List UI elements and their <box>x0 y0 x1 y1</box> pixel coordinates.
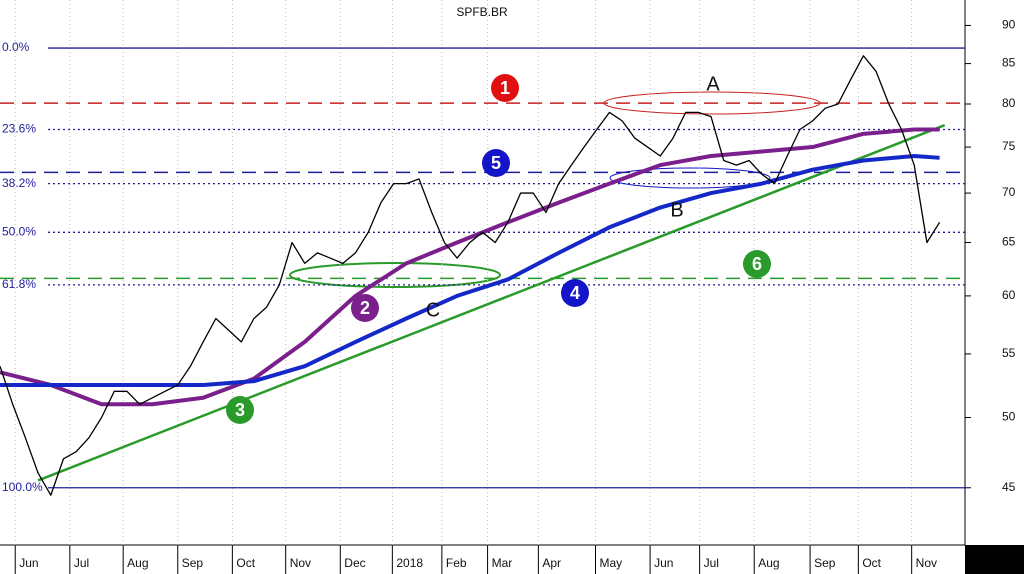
x-tick-label: Sep <box>814 556 836 570</box>
x-tick-label: Aug <box>758 556 779 570</box>
annotation-badge <box>351 294 379 322</box>
trendline <box>37 124 946 482</box>
chart-title: SPFB.BR <box>456 5 508 19</box>
x-tick-label: Jul <box>704 556 719 570</box>
highlight-ellipse <box>609 167 771 189</box>
annotation-text: 4 <box>570 283 580 303</box>
y-tick-label: 70 <box>1002 185 1016 199</box>
x-tick-label: Nov <box>916 556 937 570</box>
annotation-text: 3 <box>235 400 245 420</box>
y-tick-label: 90 <box>1002 18 1016 32</box>
annotation-badge <box>226 396 254 424</box>
x-tick-label: Aug <box>127 556 148 570</box>
annotation-text: 1 <box>500 78 510 98</box>
x-tick-label: Jun <box>19 556 38 570</box>
annotation-text: C <box>426 299 440 321</box>
fib-label: 100.0% <box>2 480 43 494</box>
y-tick-label: 45 <box>1002 480 1016 494</box>
annotation-badge <box>491 74 519 102</box>
x-tick-label: Oct <box>236 556 255 570</box>
y-tick-label: 80 <box>1002 96 1016 110</box>
x-tick-label: Oct <box>862 556 881 570</box>
corner-box <box>965 545 1024 574</box>
x-tick-label: Sep <box>182 556 204 570</box>
fib-label: 23.6% <box>2 122 36 136</box>
x-tick-label: Apr <box>542 556 561 570</box>
y-tick-label: 55 <box>1002 346 1016 360</box>
x-tick-label: 2018 <box>396 556 423 570</box>
fib-label: 0.0% <box>2 40 30 54</box>
moving-average <box>0 154 940 387</box>
y-tick-label: 65 <box>1002 235 1016 249</box>
fib-label: 50.0% <box>2 224 36 238</box>
fib-label: 38.2% <box>2 176 36 190</box>
annotation-badge <box>561 279 589 307</box>
x-tick-label: Dec <box>344 556 365 570</box>
fib-label: 61.8% <box>2 277 36 291</box>
annotation-text: 5 <box>491 153 501 173</box>
annotation-badge <box>482 149 510 177</box>
y-tick-label: 75 <box>1002 139 1016 153</box>
x-tick-label: May <box>600 556 623 570</box>
annotation-text: 6 <box>752 254 762 274</box>
y-tick-label: 50 <box>1002 410 1016 424</box>
y-tick-label: 60 <box>1002 288 1016 302</box>
y-tick-label: 85 <box>1002 56 1016 70</box>
annotation-text: A <box>706 73 720 95</box>
x-tick-label: Jul <box>74 556 89 570</box>
annotation-badge <box>743 250 771 278</box>
x-tick-label: Jun <box>654 556 673 570</box>
annotation-text: B <box>670 199 683 221</box>
x-tick-label: Feb <box>446 556 467 570</box>
x-tick-label: Nov <box>290 556 311 570</box>
price-line <box>0 55 941 496</box>
x-tick-label: Mar <box>492 556 513 570</box>
highlight-ellipse <box>289 262 501 288</box>
annotation-text: 2 <box>360 298 370 318</box>
